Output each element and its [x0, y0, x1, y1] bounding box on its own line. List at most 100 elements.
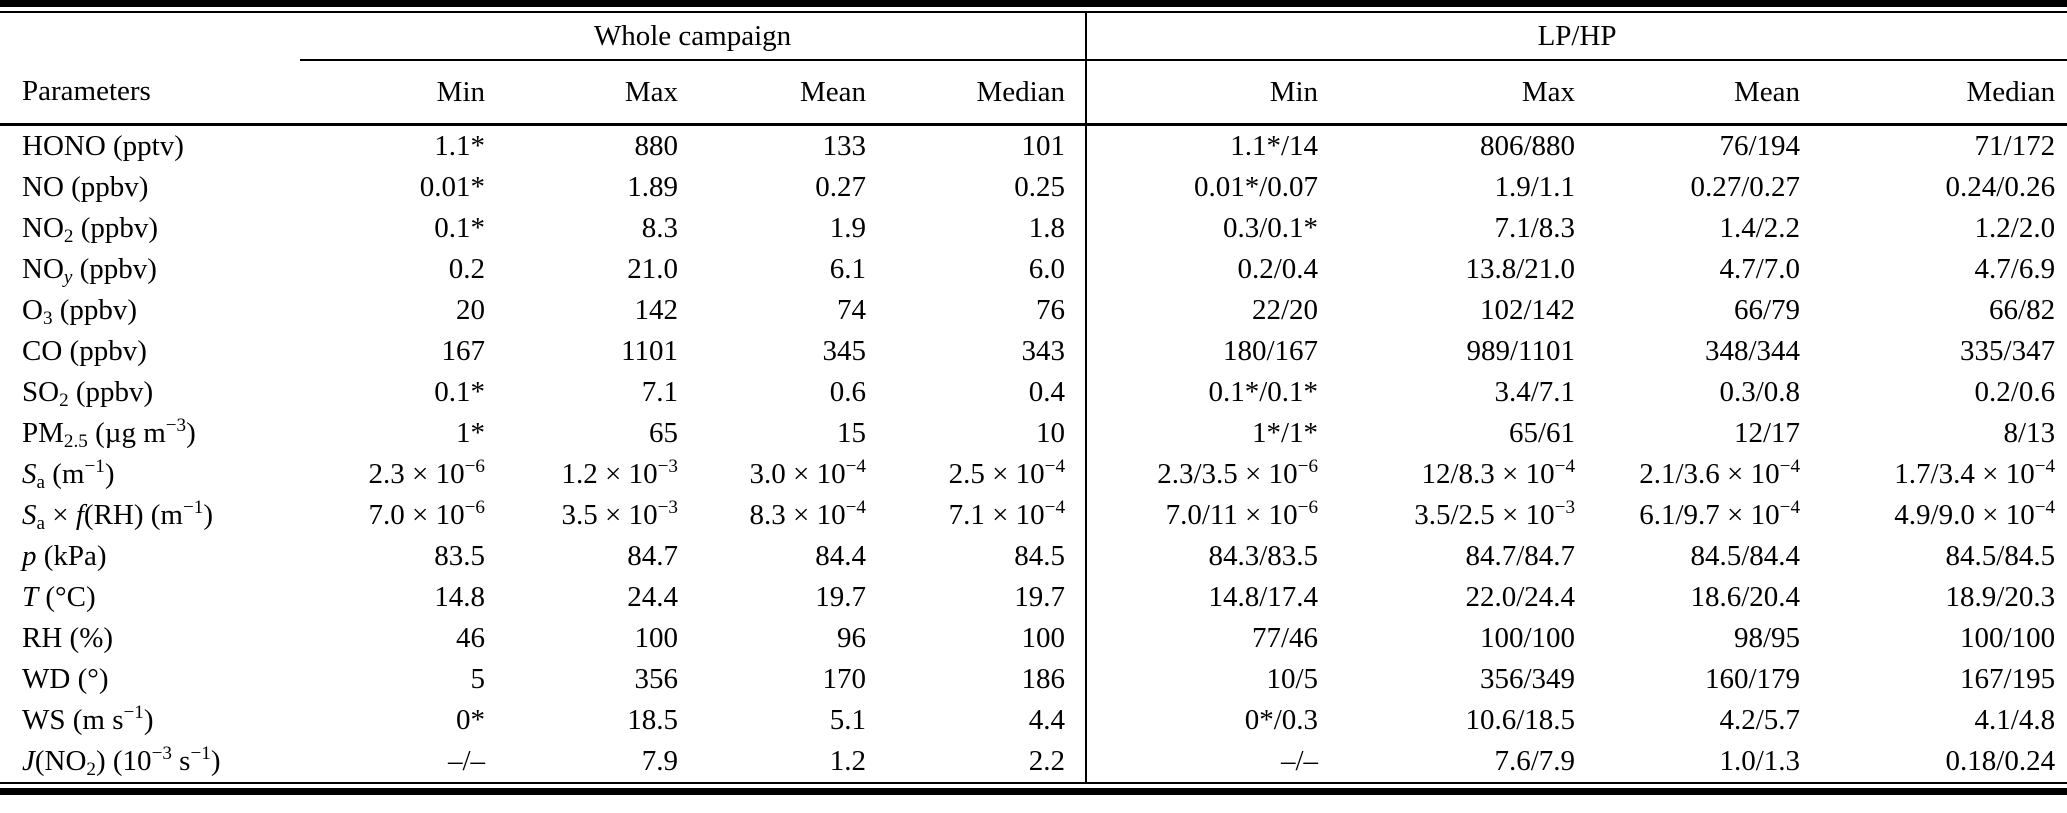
- wc-max-value: 880: [634, 130, 679, 162]
- lphp-min-value: –/–: [1085, 741, 1319, 782]
- wc-min-value: 14.8: [434, 581, 485, 613]
- wc-mean-value: 5.1: [829, 704, 866, 736]
- lphp-median-value: 335/347: [1960, 335, 2056, 367]
- lphp-min-value: 14.8/17.4: [1085, 577, 1319, 618]
- lphp-median-value: 18.9/20.3: [1945, 581, 2056, 613]
- wc-min-value: 2.3 × 10−6: [368, 456, 485, 490]
- wc-min-value: 0.1*: [434, 212, 485, 244]
- wc-max-value: 100: [634, 622, 679, 654]
- lphp-median-value: 66/82: [1989, 294, 2056, 326]
- wc-min-value: 20: [456, 294, 485, 326]
- lphp-max-value: 84.7/84.7: [1465, 540, 1576, 572]
- lphp-median-value: 4.7/6.9: [1974, 253, 2056, 285]
- wc-min-value: 1.1*: [434, 130, 485, 162]
- wc-median-value: 0.25: [1014, 171, 1066, 203]
- wc-max-value: 24.4: [627, 581, 678, 613]
- stats-table: Whole campaign LP/HP Parameters Min Max …: [0, 13, 2067, 782]
- lphp-min-value: 0.1*/0.1*: [1085, 372, 1319, 413]
- parameters-header: Parameters: [0, 60, 300, 126]
- table-row: PM2.5 (µg m−3) 1* 65 15 10 1*/1* 65/61 1…: [0, 413, 2067, 454]
- lphp-mean-value: 2.1/3.6 × 10−4: [1639, 456, 1801, 490]
- lphp-median-value: 100/100: [1960, 622, 2056, 654]
- wc-mean-value: 74: [837, 294, 866, 326]
- wc-mean-value: 1.9: [829, 212, 866, 244]
- lphp-mean-value: 12/17: [1733, 417, 1801, 449]
- wc-mean-header: Mean: [678, 60, 866, 126]
- lphp-median-value: 4.9/9.0 × 10−4: [1894, 497, 2056, 531]
- table-row: CO (ppbv) 167 1101 345 343 180/167 989/1…: [0, 331, 2067, 372]
- lphp-mean-value: 160/179: [1704, 663, 1801, 695]
- wc-median-header: Median: [866, 60, 1087, 126]
- top-thick-rule: [0, 0, 2067, 7]
- wc-max-value: 8.3: [641, 212, 678, 244]
- parameter-label: Sa × f(RH) (m−1): [22, 497, 214, 534]
- lphp-mean-value: 0.3/0.8: [1719, 376, 1801, 408]
- parameter-label: SO2 (ppbv): [22, 376, 154, 411]
- lphp-mean-value: 1.0/1.3: [1719, 745, 1801, 777]
- lphp-min-value: 0.3/0.1*: [1085, 208, 1319, 249]
- table-body: HONO (pptv) 1.1* 880 133 101 1.1*/14 806…: [0, 124, 2067, 782]
- lphp-max-header: Max: [1318, 60, 1576, 126]
- table-row: RH (%) 46 100 96 100 77/46 100/100 98/95…: [0, 618, 2067, 659]
- wc-mean-value: 0.6: [829, 376, 866, 408]
- table-row: NO (ppbv) 0.01* 1.89 0.27 0.25 0.01*/0.0…: [0, 167, 2067, 208]
- parameter-label: NOy (ppbv): [22, 253, 157, 288]
- wc-max-value: 142: [634, 294, 679, 326]
- lphp-min-value: 7.0/11 × 10−6: [1085, 495, 1319, 536]
- table-row: J(NO2) (10−3 s−1) –/– 7.9 1.2 2.2 –/– 7.…: [0, 741, 2067, 782]
- parameter-label: HONO (pptv): [22, 130, 184, 162]
- wc-max-value: 84.7: [627, 540, 678, 572]
- wc-max-value: 1.2 × 10−3: [561, 456, 678, 490]
- wc-max-value: 1.89: [627, 171, 678, 203]
- top-thin-rule: [0, 11, 2067, 13]
- lphp-mean-value: 0.27/0.27: [1690, 171, 1801, 203]
- lphp-mean-value: 4.7/7.0: [1719, 253, 1801, 285]
- lphp-min-header: Min: [1085, 60, 1319, 126]
- lphp-min-value: 1.1*/14: [1085, 124, 1319, 167]
- wc-mean-value: 170: [822, 663, 867, 695]
- lphp-mean-value: 1.4/2.2: [1719, 212, 1801, 244]
- parameter-label: NO (ppbv): [22, 171, 149, 203]
- wc-median-value: 76: [1036, 294, 1066, 326]
- lphp-max-value: 7.6/7.9: [1494, 745, 1576, 777]
- wc-min-value: 7.0 × 10−6: [368, 497, 485, 531]
- lphp-max-value: 13.8/21.0: [1465, 253, 1576, 285]
- lphp-median-value: 0.24/0.26: [1945, 171, 2056, 203]
- wc-mean-value: 133: [822, 130, 867, 162]
- table-row: NOy (ppbv) 0.2 21.0 6.1 6.0 0.2/0.4 13.8…: [0, 249, 2067, 290]
- parameter-label: T (°C): [22, 581, 96, 613]
- lphp-min-value: 0*/0.3: [1085, 700, 1319, 741]
- wc-mean-value: 15: [837, 417, 866, 449]
- table-row: NO2 (ppbv) 0.1* 8.3 1.9 1.8 0.3/0.1* 7.1…: [0, 208, 2067, 249]
- lphp-max-value: 100/100: [1479, 622, 1576, 654]
- lphp-median-value: 71/172: [1974, 130, 2056, 162]
- wc-min-value: 167: [441, 335, 486, 367]
- wc-min-value: 1*: [456, 417, 485, 449]
- wc-median-value: 2.5 × 10−4: [948, 456, 1066, 490]
- wc-mean-value: 345: [822, 335, 867, 367]
- lphp-median-value: 8/13: [2003, 417, 2056, 449]
- wc-max-value: 1101: [621, 335, 678, 367]
- lphp-median-value: 4.1/4.8: [1974, 704, 2056, 736]
- table-row: SO2 (ppbv) 0.1* 7.1 0.6 0.4 0.1*/0.1* 3.…: [0, 372, 2067, 413]
- table-row: p (kPa) 83.5 84.7 84.4 84.5 84.3/83.5 84…: [0, 536, 2067, 577]
- lphp-min-value: 77/46: [1085, 618, 1319, 659]
- lphp-median-value: 84.5/84.5: [1945, 540, 2056, 572]
- group-header-row: Whole campaign LP/HP: [0, 13, 2067, 61]
- parameter-label: NO2 (ppbv): [22, 212, 159, 247]
- parameter-label: CO (ppbv): [22, 335, 147, 367]
- parameter-label: RH (%): [22, 622, 114, 654]
- wc-median-value: 10: [1036, 417, 1066, 449]
- lphp-mean-value: 348/344: [1704, 335, 1801, 367]
- bottom-thick-rule: [0, 788, 2067, 795]
- wc-min-value: 5: [470, 663, 486, 695]
- wc-mean-value: 96: [837, 622, 866, 654]
- lphp-max-value: 102/142: [1479, 294, 1576, 326]
- lphp-min-value: 0.2/0.4: [1085, 249, 1319, 290]
- parameter-label: J(NO2) (10−3 s−1): [22, 743, 221, 780]
- wc-min-header: Min: [300, 60, 485, 126]
- lphp-mean-value: 84.5/84.4: [1690, 540, 1801, 572]
- wc-min-value: 0.1*: [434, 376, 485, 408]
- corner-cell: [0, 13, 300, 60]
